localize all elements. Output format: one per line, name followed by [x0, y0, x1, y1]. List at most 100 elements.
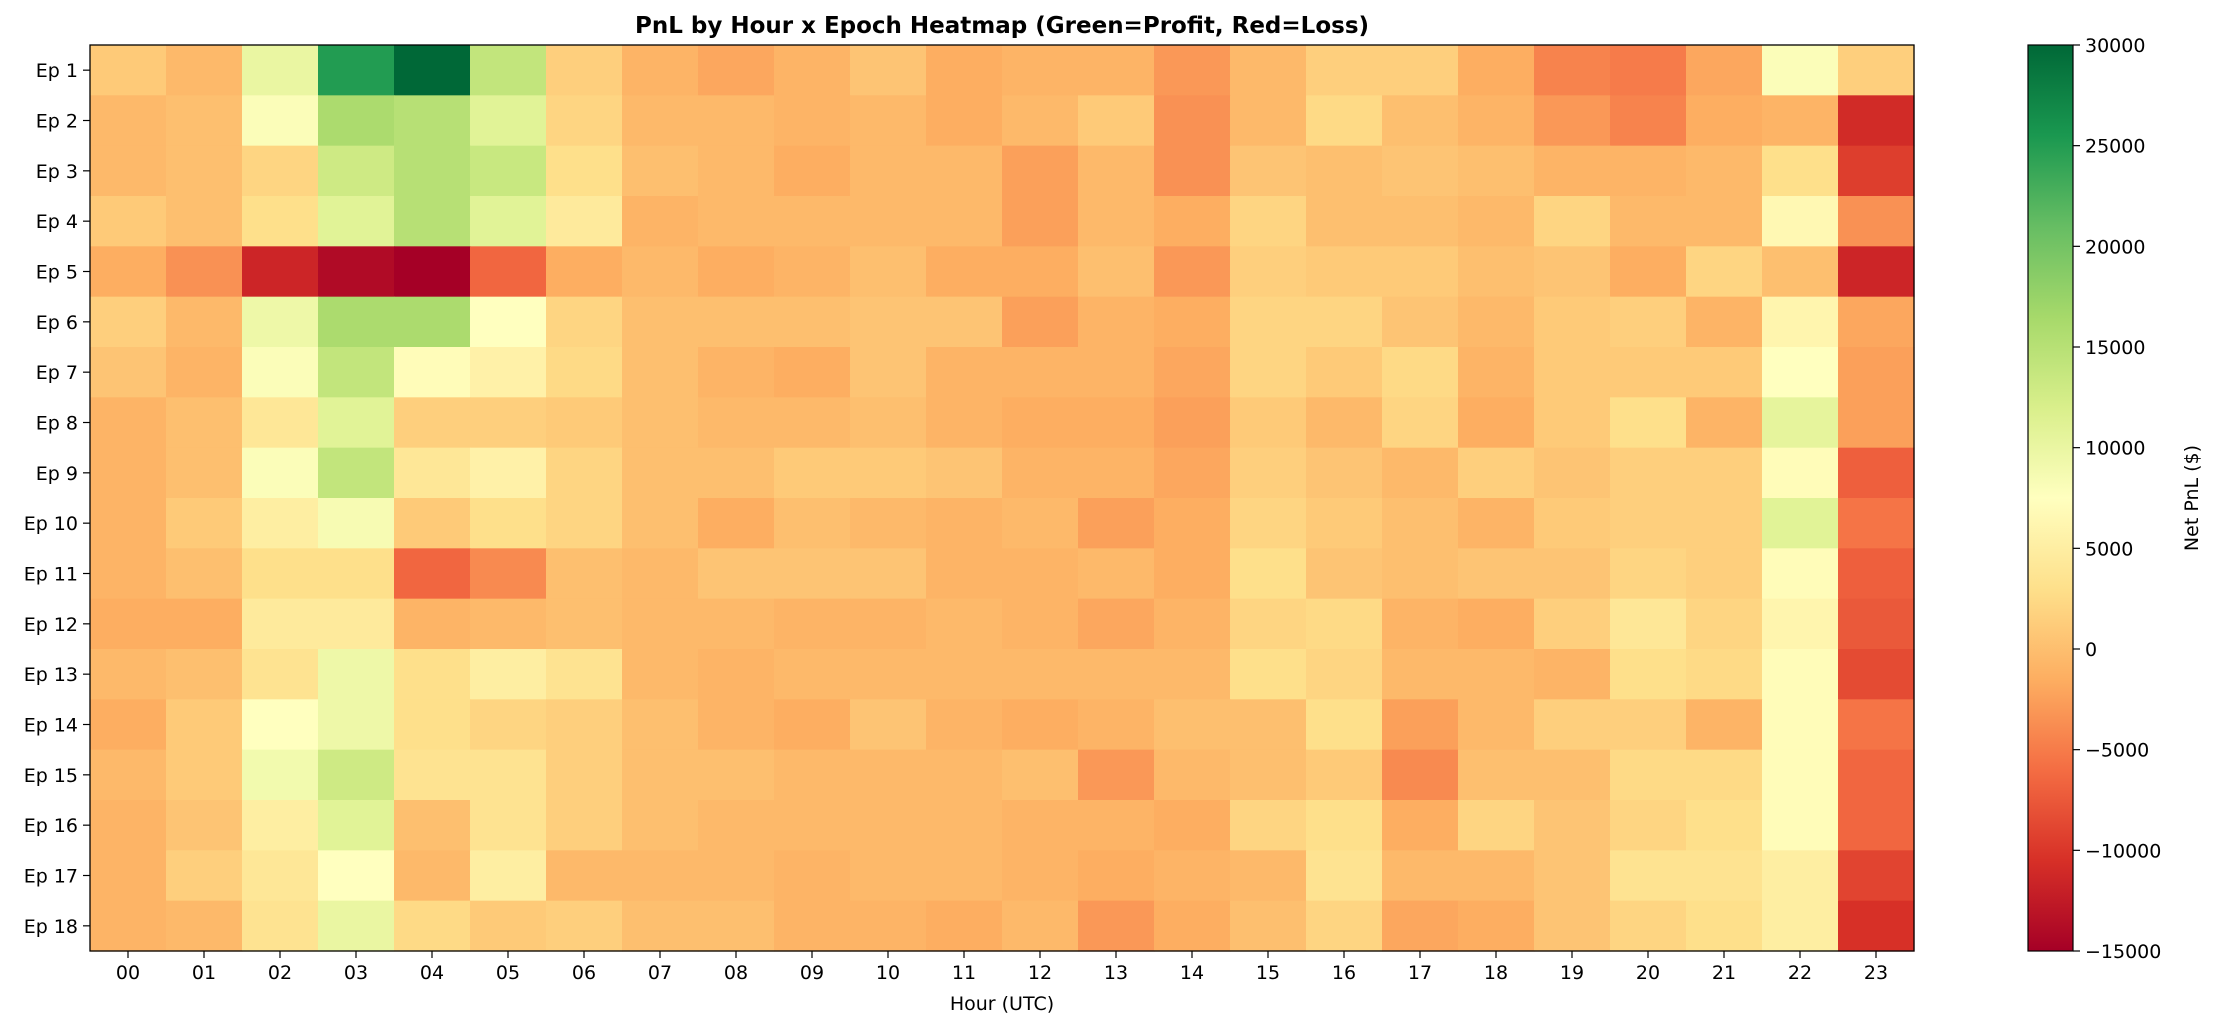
colorbar-tick-label: 20000 [2085, 236, 2145, 258]
heatmap-cell [1838, 749, 1915, 801]
heatmap-cell [318, 850, 395, 902]
heatmap-cell [1230, 598, 1307, 650]
heatmap-cell [394, 447, 471, 499]
heatmap-cell [394, 598, 471, 650]
heatmap-cell [622, 699, 699, 751]
heatmap-cell [1382, 347, 1459, 398]
heatmap-cell [850, 498, 927, 549]
heatmap-cell [1382, 749, 1459, 801]
heatmap-cell [1458, 699, 1535, 751]
heatmap-cell [850, 850, 927, 902]
colorbar-label: Net PnL ($) [2181, 445, 2203, 551]
heatmap-cell [1154, 850, 1231, 902]
heatmap-cell [90, 900, 167, 952]
heatmap-cell [470, 850, 547, 902]
heatmap-cell [622, 900, 699, 952]
heatmap-cell [1154, 95, 1231, 147]
heatmap-cell [1154, 45, 1231, 96]
heatmap-cell [926, 598, 1003, 650]
heatmap-cell [1534, 548, 1611, 600]
heatmap-cell [546, 749, 623, 801]
heatmap-cell [1610, 749, 1687, 801]
heatmap-cell [546, 900, 623, 952]
heatmap-cell [470, 296, 547, 348]
heatmap-cell [1534, 397, 1611, 449]
colorbar-tick-label: 5000 [2085, 538, 2133, 560]
heatmap-cell [1306, 397, 1383, 449]
heatmap-cell [166, 95, 243, 147]
heatmap-cell [622, 95, 699, 147]
heatmap-cell [698, 447, 775, 499]
heatmap-cell [1762, 900, 1839, 952]
heatmap-cell [850, 145, 927, 197]
heatmap-cell [1078, 699, 1155, 751]
heatmap-cell [698, 900, 775, 952]
heatmap-cell [242, 95, 319, 147]
heatmap-cell [1306, 850, 1383, 902]
heatmap-cell [1686, 397, 1763, 449]
heatmap-cell [1686, 850, 1763, 902]
heatmap-cell [1686, 800, 1763, 851]
heatmap-cell [318, 296, 395, 348]
heatmap-cell [242, 397, 319, 449]
heatmap-cell [470, 598, 547, 650]
heatmap-cell [242, 498, 319, 549]
heatmap-cell [774, 498, 851, 549]
heatmap-cell [1382, 145, 1459, 197]
heatmap-cell [318, 397, 395, 449]
heatmap-cell [1002, 649, 1079, 700]
heatmap-cell [90, 196, 167, 247]
heatmap-cell [242, 45, 319, 96]
heatmap-cell [1610, 699, 1687, 751]
heatmap-cell [242, 850, 319, 902]
heatmap-cell [926, 850, 1003, 902]
heatmap-cell [1002, 45, 1079, 96]
heatmap-cell [394, 699, 471, 751]
heatmap-cell [166, 347, 243, 398]
heatmap-cell [242, 296, 319, 348]
heatmap-cell [394, 900, 471, 952]
heatmap-cell [1306, 447, 1383, 499]
heatmap-cell [90, 246, 167, 298]
heatmap-cell [1534, 598, 1611, 650]
heatmap-cell [926, 498, 1003, 549]
heatmap-cell [1458, 45, 1535, 96]
heatmap-cell [1002, 699, 1079, 751]
heatmap-cell [1458, 196, 1535, 247]
heatmap-cell [622, 145, 699, 197]
heatmap-cell [318, 649, 395, 700]
heatmap-cell [1382, 649, 1459, 700]
heatmap-cell [1230, 749, 1307, 801]
y-tick-label: Ep 4 [36, 211, 78, 233]
heatmap-cell [546, 95, 623, 147]
heatmap-cell [1306, 649, 1383, 700]
heatmap-cell [926, 699, 1003, 751]
heatmap-cell [1154, 246, 1231, 298]
heatmap-cell [1686, 498, 1763, 549]
heatmap-cell [1002, 246, 1079, 298]
heatmap-cell [926, 397, 1003, 449]
heatmap-cell [1078, 850, 1155, 902]
heatmap-cell [470, 699, 547, 751]
heatmap-cell [1306, 800, 1383, 851]
y-tick-label: Ep 13 [24, 664, 78, 686]
heatmap-cell [1762, 196, 1839, 247]
heatmap-cell [1534, 498, 1611, 549]
heatmap-cell [1002, 447, 1079, 499]
heatmap-cell [1230, 548, 1307, 600]
heatmap-cell [546, 699, 623, 751]
heatmap-cell [318, 45, 395, 96]
heatmap-cell [1534, 699, 1611, 751]
heatmap-cell [1382, 196, 1459, 247]
heatmap-cell [926, 447, 1003, 499]
heatmap-cell [1534, 196, 1611, 247]
heatmap-cell [166, 145, 243, 197]
heatmap-cell [1306, 498, 1383, 549]
heatmap-cell [1458, 749, 1535, 801]
heatmap-cell [166, 900, 243, 952]
heatmap-cell [166, 749, 243, 801]
y-tick-label: Ep 1 [36, 60, 78, 82]
heatmap-cell [698, 347, 775, 398]
heatmap-cell [1002, 498, 1079, 549]
